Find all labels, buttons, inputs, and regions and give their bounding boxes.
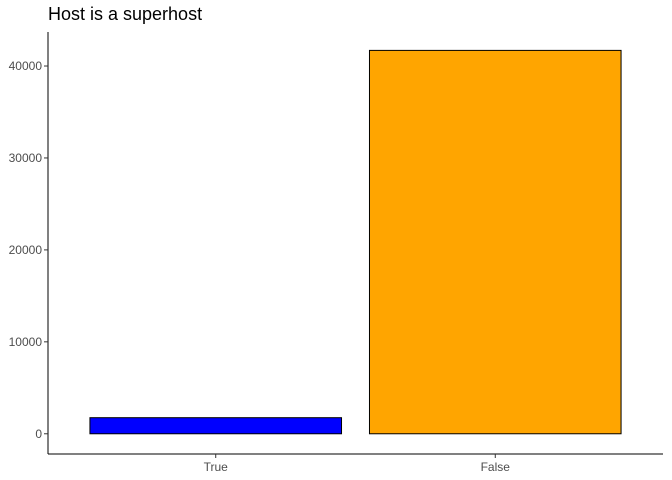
bar-false [368, 49, 622, 435]
y-tick-label: 0 [35, 427, 42, 441]
bars-group [89, 49, 622, 435]
x-tick-label: False [481, 460, 511, 474]
y-tick-label: 20000 [9, 243, 43, 257]
y-axis-ticks: 0 10000 20000 30000 40000 [9, 59, 48, 441]
x-tick-label: True [204, 460, 229, 474]
bar-true [89, 417, 343, 435]
chart-title: Host is a superhost [48, 4, 203, 24]
y-tick-label: 40000 [9, 59, 43, 73]
y-tick-label: 30000 [9, 151, 43, 165]
y-tick-label: 10000 [9, 335, 43, 349]
x-axis-ticks: True False [204, 454, 511, 474]
